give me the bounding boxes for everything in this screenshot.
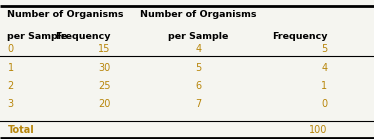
Text: 25: 25 bbox=[98, 81, 110, 91]
Text: 20: 20 bbox=[98, 99, 110, 109]
Text: Frequency: Frequency bbox=[55, 32, 110, 41]
Text: 0: 0 bbox=[7, 44, 13, 54]
Text: Total: Total bbox=[7, 125, 34, 135]
Text: 1: 1 bbox=[321, 81, 327, 91]
Text: 15: 15 bbox=[98, 44, 110, 54]
Text: 6: 6 bbox=[195, 81, 201, 91]
Text: 0: 0 bbox=[321, 99, 327, 109]
Text: 7: 7 bbox=[195, 99, 201, 109]
Text: Number of Organisms: Number of Organisms bbox=[7, 10, 124, 19]
Text: Number of Organisms: Number of Organisms bbox=[140, 10, 257, 19]
Text: 1: 1 bbox=[7, 63, 13, 73]
Text: per Sample: per Sample bbox=[7, 32, 68, 41]
Text: Frequency: Frequency bbox=[272, 32, 327, 41]
Text: 5: 5 bbox=[321, 44, 327, 54]
Text: per Sample: per Sample bbox=[168, 32, 229, 41]
Text: 4: 4 bbox=[321, 63, 327, 73]
Text: 4: 4 bbox=[195, 44, 201, 54]
Text: 3: 3 bbox=[7, 99, 13, 109]
Text: 30: 30 bbox=[98, 63, 110, 73]
Text: 100: 100 bbox=[309, 125, 327, 135]
Text: 2: 2 bbox=[7, 81, 14, 91]
Text: 5: 5 bbox=[195, 63, 201, 73]
